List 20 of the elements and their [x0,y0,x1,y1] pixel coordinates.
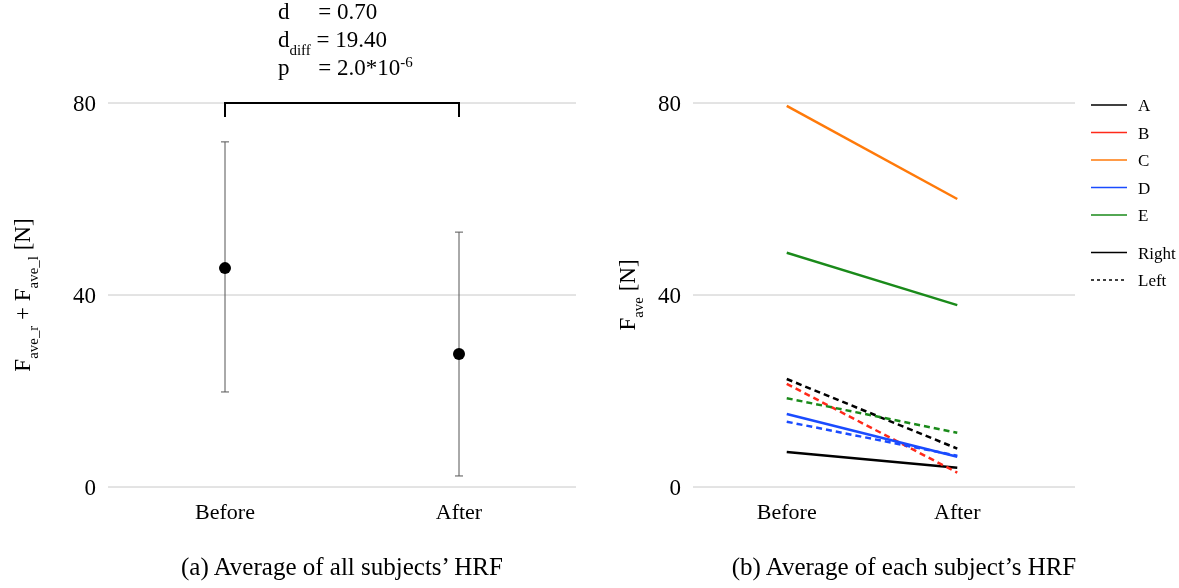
legend-label: D [1138,178,1151,198]
y-tick-label: 0 [84,475,96,500]
text: d = 0.70 [278,0,378,24]
text: (a) Average of all subjects’ HRF [181,553,503,581]
legend-label: Right [1138,243,1177,263]
x-tick-label: Before [756,499,817,524]
legend-label: Left [1138,271,1167,290]
x-tick-label: After [934,499,982,524]
y-tick-label: 40 [73,283,96,308]
y-tick-label: 80 [658,91,681,116]
x-tick-label: After [435,499,483,524]
y-tick-label: 80 [73,91,96,116]
legend-label: B [1138,123,1150,143]
x-tick-label: Before [195,499,255,524]
legend-label: A [1138,96,1151,115]
y-tick-label: 0 [669,475,681,500]
legend-label: E [1138,206,1149,225]
y-tick-label: 40 [658,283,681,308]
legend-label: C [1138,151,1150,170]
text: (b) Average of each subject’s HRF [731,553,1077,581]
